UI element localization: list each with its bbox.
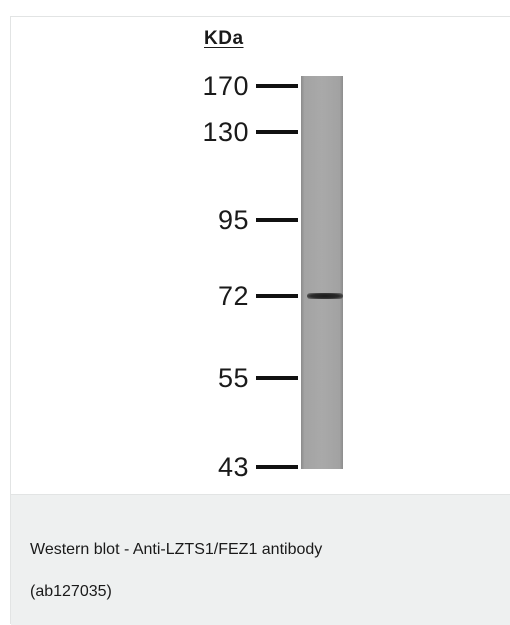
marker-label: 95 — [217, 205, 249, 235]
caption: Western blot - Anti-LZTS1/FEZ1 antibody … — [11, 494, 510, 625]
marker-95: 95 — [11, 206, 311, 234]
caption-text: Western blot - Anti-LZTS1/FEZ1 antibody … — [30, 529, 490, 613]
marker-170: 170 — [11, 72, 311, 100]
blot-lane — [301, 76, 343, 469]
marker-tick — [256, 465, 298, 469]
marker-tick — [256, 84, 298, 88]
unit-label: KDa — [204, 28, 244, 49]
marker-55: 55 — [11, 364, 311, 392]
marker-label: 55 — [217, 363, 249, 393]
caption-line-1: Western blot - Anti-LZTS1/FEZ1 antibody — [30, 541, 323, 558]
caption-line-2: (ab127035) — [30, 583, 112, 600]
marker-tick — [256, 376, 298, 380]
marker-tick — [256, 294, 298, 298]
marker-130: 130 — [11, 118, 311, 146]
protein-band — [307, 293, 343, 299]
western-blot-image[interactable]: KDa 170 130 95 72 55 43 — [11, 17, 510, 494]
marker-43: 43 — [11, 453, 311, 481]
marker-label: 130 — [202, 117, 249, 147]
marker-label: 43 — [217, 452, 249, 482]
marker-tick — [256, 130, 298, 134]
image-card: KDa 170 130 95 72 55 43 Western — [10, 16, 510, 625]
marker-label: 170 — [202, 71, 249, 101]
marker-tick — [256, 218, 298, 222]
marker-label: 72 — [217, 281, 249, 311]
marker-72: 72 — [11, 282, 311, 310]
